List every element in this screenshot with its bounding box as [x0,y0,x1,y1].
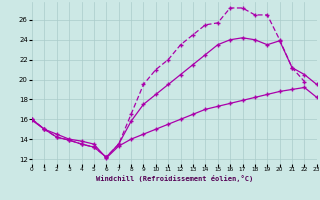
X-axis label: Windchill (Refroidissement éolien,°C): Windchill (Refroidissement éolien,°C) [96,175,253,182]
